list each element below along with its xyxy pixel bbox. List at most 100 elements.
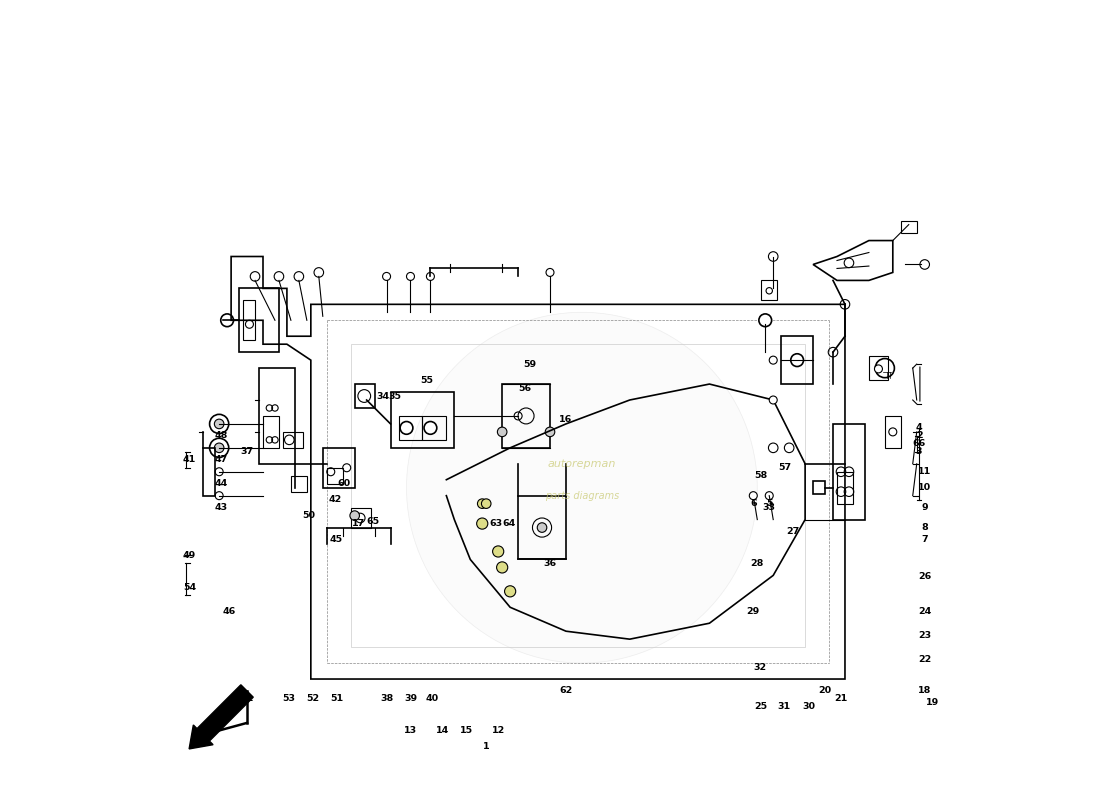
Text: 19: 19: [926, 698, 939, 707]
Circle shape: [766, 492, 773, 500]
Text: 20: 20: [818, 686, 832, 695]
Text: 61: 61: [241, 694, 254, 703]
Text: 30: 30: [803, 702, 815, 711]
Circle shape: [769, 396, 778, 404]
Text: 5: 5: [766, 499, 772, 508]
Text: 7: 7: [922, 535, 928, 544]
Bar: [901, 221, 916, 233]
Text: 45: 45: [330, 535, 343, 544]
Text: 15: 15: [460, 726, 473, 735]
Bar: [398, 416, 422, 440]
Text: 35: 35: [388, 391, 401, 401]
Circle shape: [424, 422, 437, 434]
Bar: [351, 508, 371, 527]
Text: 46: 46: [222, 606, 235, 616]
Text: 54: 54: [183, 583, 196, 592]
Bar: [283, 432, 302, 448]
Text: 63: 63: [490, 519, 503, 528]
Text: 53: 53: [282, 694, 295, 703]
Bar: [290, 476, 307, 492]
Circle shape: [214, 419, 224, 429]
Text: 44: 44: [214, 479, 228, 488]
Circle shape: [482, 499, 491, 509]
Text: 51: 51: [330, 694, 343, 703]
Text: 6: 6: [750, 499, 757, 508]
Text: 34: 34: [376, 391, 389, 401]
Text: 32: 32: [754, 662, 767, 671]
Text: 42: 42: [328, 495, 341, 504]
Bar: [354, 384, 375, 408]
Text: 40: 40: [426, 694, 439, 703]
Bar: [322, 448, 354, 488]
Bar: [813, 482, 825, 494]
Text: 52: 52: [307, 694, 320, 703]
Bar: [761, 281, 778, 300]
Text: 47: 47: [214, 455, 228, 464]
Text: 48: 48: [214, 431, 228, 440]
Text: 22: 22: [918, 654, 932, 663]
Text: 28: 28: [750, 559, 764, 568]
Circle shape: [505, 586, 516, 597]
Circle shape: [769, 443, 778, 453]
Text: 41: 41: [183, 455, 196, 464]
Text: parts diagrams: parts diagrams: [544, 490, 619, 501]
Circle shape: [546, 427, 554, 437]
Text: 66: 66: [913, 439, 926, 448]
Bar: [390, 392, 454, 448]
Text: 8: 8: [922, 523, 928, 532]
Text: 39: 39: [404, 694, 417, 703]
Text: 23: 23: [918, 630, 932, 640]
Text: 2: 2: [916, 431, 923, 440]
Bar: [351, 344, 805, 647]
Text: 64: 64: [502, 519, 515, 528]
Text: 3: 3: [916, 447, 923, 456]
Text: 55: 55: [420, 375, 433, 385]
Bar: [263, 416, 279, 448]
Text: 31: 31: [777, 702, 790, 711]
Text: 9: 9: [922, 503, 928, 512]
Text: 37: 37: [241, 447, 254, 456]
Circle shape: [497, 427, 507, 437]
Text: 14: 14: [436, 726, 449, 735]
Text: 65: 65: [366, 517, 379, 526]
Text: 50: 50: [302, 511, 316, 520]
Text: autorepman: autorepman: [548, 458, 616, 469]
Text: 17: 17: [352, 519, 365, 528]
Text: 13: 13: [404, 726, 417, 735]
Circle shape: [493, 546, 504, 557]
Text: 24: 24: [918, 606, 932, 616]
Text: 43: 43: [214, 503, 228, 512]
Bar: [518, 496, 565, 559]
Text: 29: 29: [747, 606, 760, 616]
Text: 18: 18: [918, 686, 932, 695]
Text: 27: 27: [786, 527, 800, 536]
Circle shape: [769, 356, 778, 364]
Text: 38: 38: [379, 694, 393, 703]
Text: 60: 60: [338, 479, 351, 488]
Circle shape: [874, 365, 882, 373]
Text: 49: 49: [183, 551, 196, 560]
Bar: [258, 368, 295, 464]
Text: 56: 56: [518, 383, 531, 393]
Text: 11: 11: [918, 467, 932, 476]
Text: 36: 36: [543, 559, 557, 568]
Text: 59: 59: [524, 360, 537, 369]
Text: 16: 16: [559, 415, 573, 425]
Circle shape: [537, 522, 547, 532]
Circle shape: [759, 314, 771, 326]
Text: 26: 26: [918, 573, 932, 582]
Circle shape: [476, 518, 487, 529]
Text: 57: 57: [779, 463, 792, 472]
Bar: [781, 336, 813, 384]
Bar: [243, 300, 255, 340]
Text: 4: 4: [916, 423, 923, 433]
Bar: [833, 424, 865, 519]
Text: 62: 62: [559, 686, 573, 695]
Bar: [204, 448, 216, 496]
Text: 21: 21: [835, 694, 848, 703]
Circle shape: [350, 511, 360, 520]
Bar: [869, 356, 888, 380]
Bar: [327, 468, 343, 484]
Bar: [239, 288, 279, 352]
Circle shape: [400, 422, 412, 434]
